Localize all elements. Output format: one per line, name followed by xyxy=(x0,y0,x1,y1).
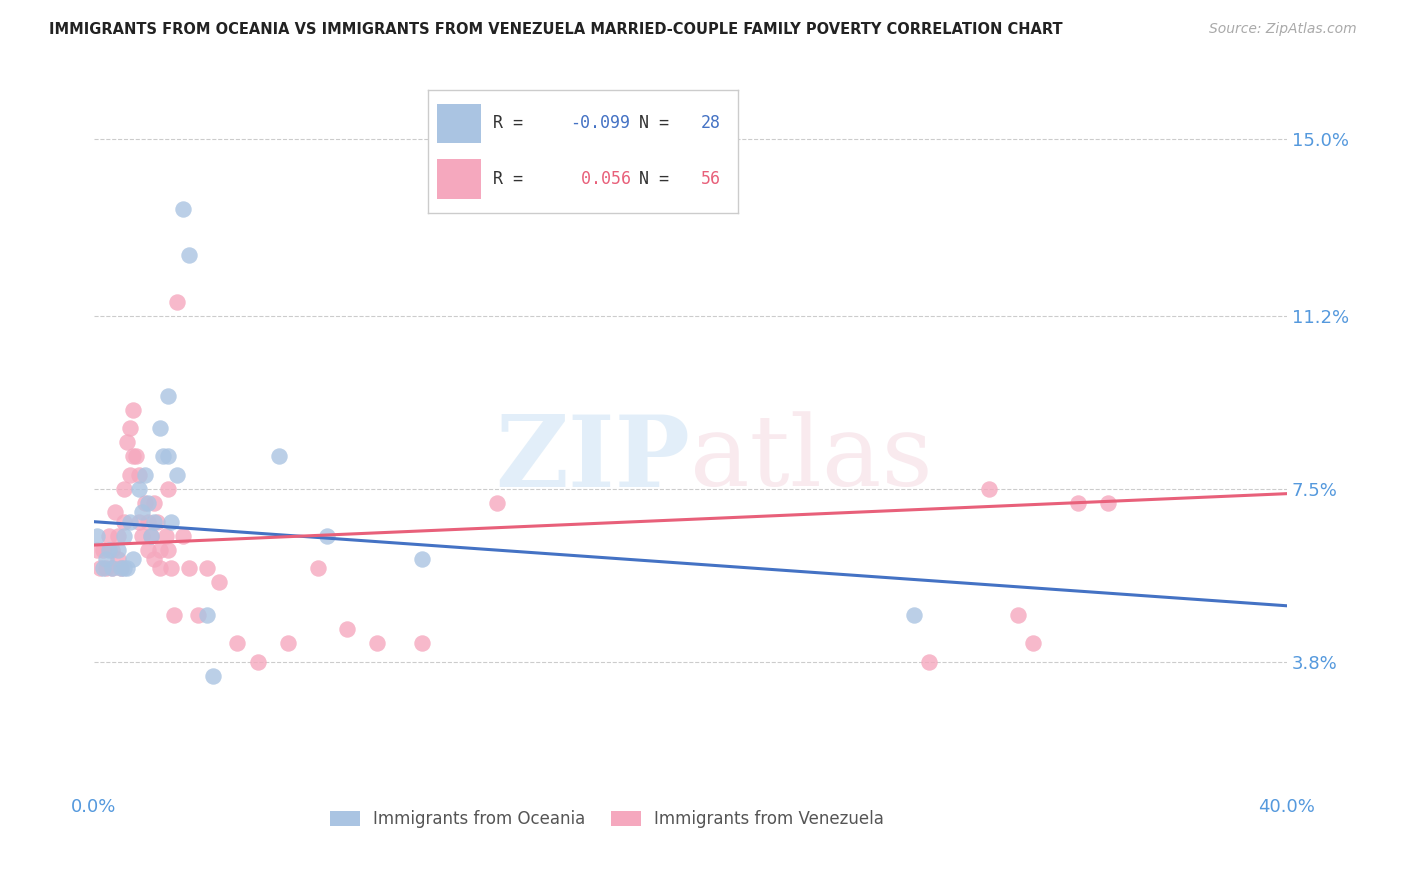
Point xyxy=(157,542,180,557)
Point xyxy=(918,655,941,669)
Point xyxy=(125,450,148,464)
Point xyxy=(128,482,150,496)
Point xyxy=(89,561,111,575)
Point xyxy=(128,467,150,482)
Point xyxy=(136,542,159,557)
Text: atlas: atlas xyxy=(690,411,934,508)
Point xyxy=(101,561,124,575)
Point xyxy=(118,421,141,435)
Point xyxy=(148,421,170,435)
Point xyxy=(107,529,129,543)
Point xyxy=(112,482,135,496)
Point xyxy=(115,561,138,575)
Point xyxy=(163,608,186,623)
Point xyxy=(1022,636,1045,650)
Point xyxy=(104,505,127,519)
Point xyxy=(160,515,183,529)
Point xyxy=(148,561,170,575)
Point xyxy=(110,561,132,575)
Point xyxy=(1007,608,1029,623)
Point xyxy=(107,542,129,557)
Point xyxy=(1067,496,1090,510)
Point xyxy=(977,482,1000,496)
Text: ZIP: ZIP xyxy=(495,411,690,508)
Point xyxy=(94,561,117,575)
Point xyxy=(157,388,180,402)
Point xyxy=(118,515,141,529)
Point xyxy=(157,482,180,496)
Point xyxy=(277,636,299,650)
Point xyxy=(86,542,108,557)
Point xyxy=(366,636,388,650)
Point xyxy=(152,450,174,464)
Point xyxy=(1097,496,1119,510)
Point xyxy=(136,496,159,510)
Point xyxy=(145,515,167,529)
Point xyxy=(195,561,218,575)
Point xyxy=(172,529,194,543)
Point xyxy=(142,496,165,510)
Point xyxy=(187,608,209,623)
Point xyxy=(267,450,290,464)
Point xyxy=(131,529,153,543)
Point xyxy=(86,529,108,543)
Point xyxy=(112,515,135,529)
Point xyxy=(134,496,156,510)
Point xyxy=(91,561,114,575)
Point xyxy=(315,529,337,543)
Point xyxy=(208,575,231,590)
Point xyxy=(155,529,177,543)
Point xyxy=(110,561,132,575)
Point xyxy=(112,529,135,543)
Text: Source: ZipAtlas.com: Source: ZipAtlas.com xyxy=(1209,22,1357,37)
Point xyxy=(121,552,143,566)
Point xyxy=(134,467,156,482)
Legend: Immigrants from Oceania, Immigrants from Venezuela: Immigrants from Oceania, Immigrants from… xyxy=(323,804,890,835)
Point xyxy=(160,561,183,575)
Point xyxy=(903,608,925,623)
Point xyxy=(246,655,269,669)
Point xyxy=(136,515,159,529)
Point xyxy=(112,561,135,575)
Point xyxy=(128,515,150,529)
Point xyxy=(118,467,141,482)
Point xyxy=(121,450,143,464)
Point xyxy=(139,529,162,543)
Point xyxy=(172,202,194,216)
Point xyxy=(139,529,162,543)
Point xyxy=(142,552,165,566)
Point xyxy=(485,496,508,510)
Point xyxy=(179,561,201,575)
Point xyxy=(121,402,143,417)
Point xyxy=(202,669,225,683)
Point xyxy=(166,295,188,310)
Point xyxy=(336,622,359,636)
Point xyxy=(195,608,218,623)
Point xyxy=(307,561,329,575)
Point xyxy=(131,505,153,519)
Point xyxy=(166,467,188,482)
Point xyxy=(91,542,114,557)
Point xyxy=(101,561,124,575)
Point xyxy=(411,636,433,650)
Point xyxy=(107,552,129,566)
Point xyxy=(142,515,165,529)
Point xyxy=(101,542,124,557)
Point xyxy=(157,450,180,464)
Point xyxy=(411,552,433,566)
Text: IMMIGRANTS FROM OCEANIA VS IMMIGRANTS FROM VENEZUELA MARRIED-COUPLE FAMILY POVER: IMMIGRANTS FROM OCEANIA VS IMMIGRANTS FR… xyxy=(49,22,1063,37)
Point xyxy=(97,529,120,543)
Point xyxy=(179,248,201,262)
Point xyxy=(148,542,170,557)
Point xyxy=(226,636,249,650)
Point xyxy=(94,552,117,566)
Point xyxy=(97,542,120,557)
Point xyxy=(115,435,138,450)
